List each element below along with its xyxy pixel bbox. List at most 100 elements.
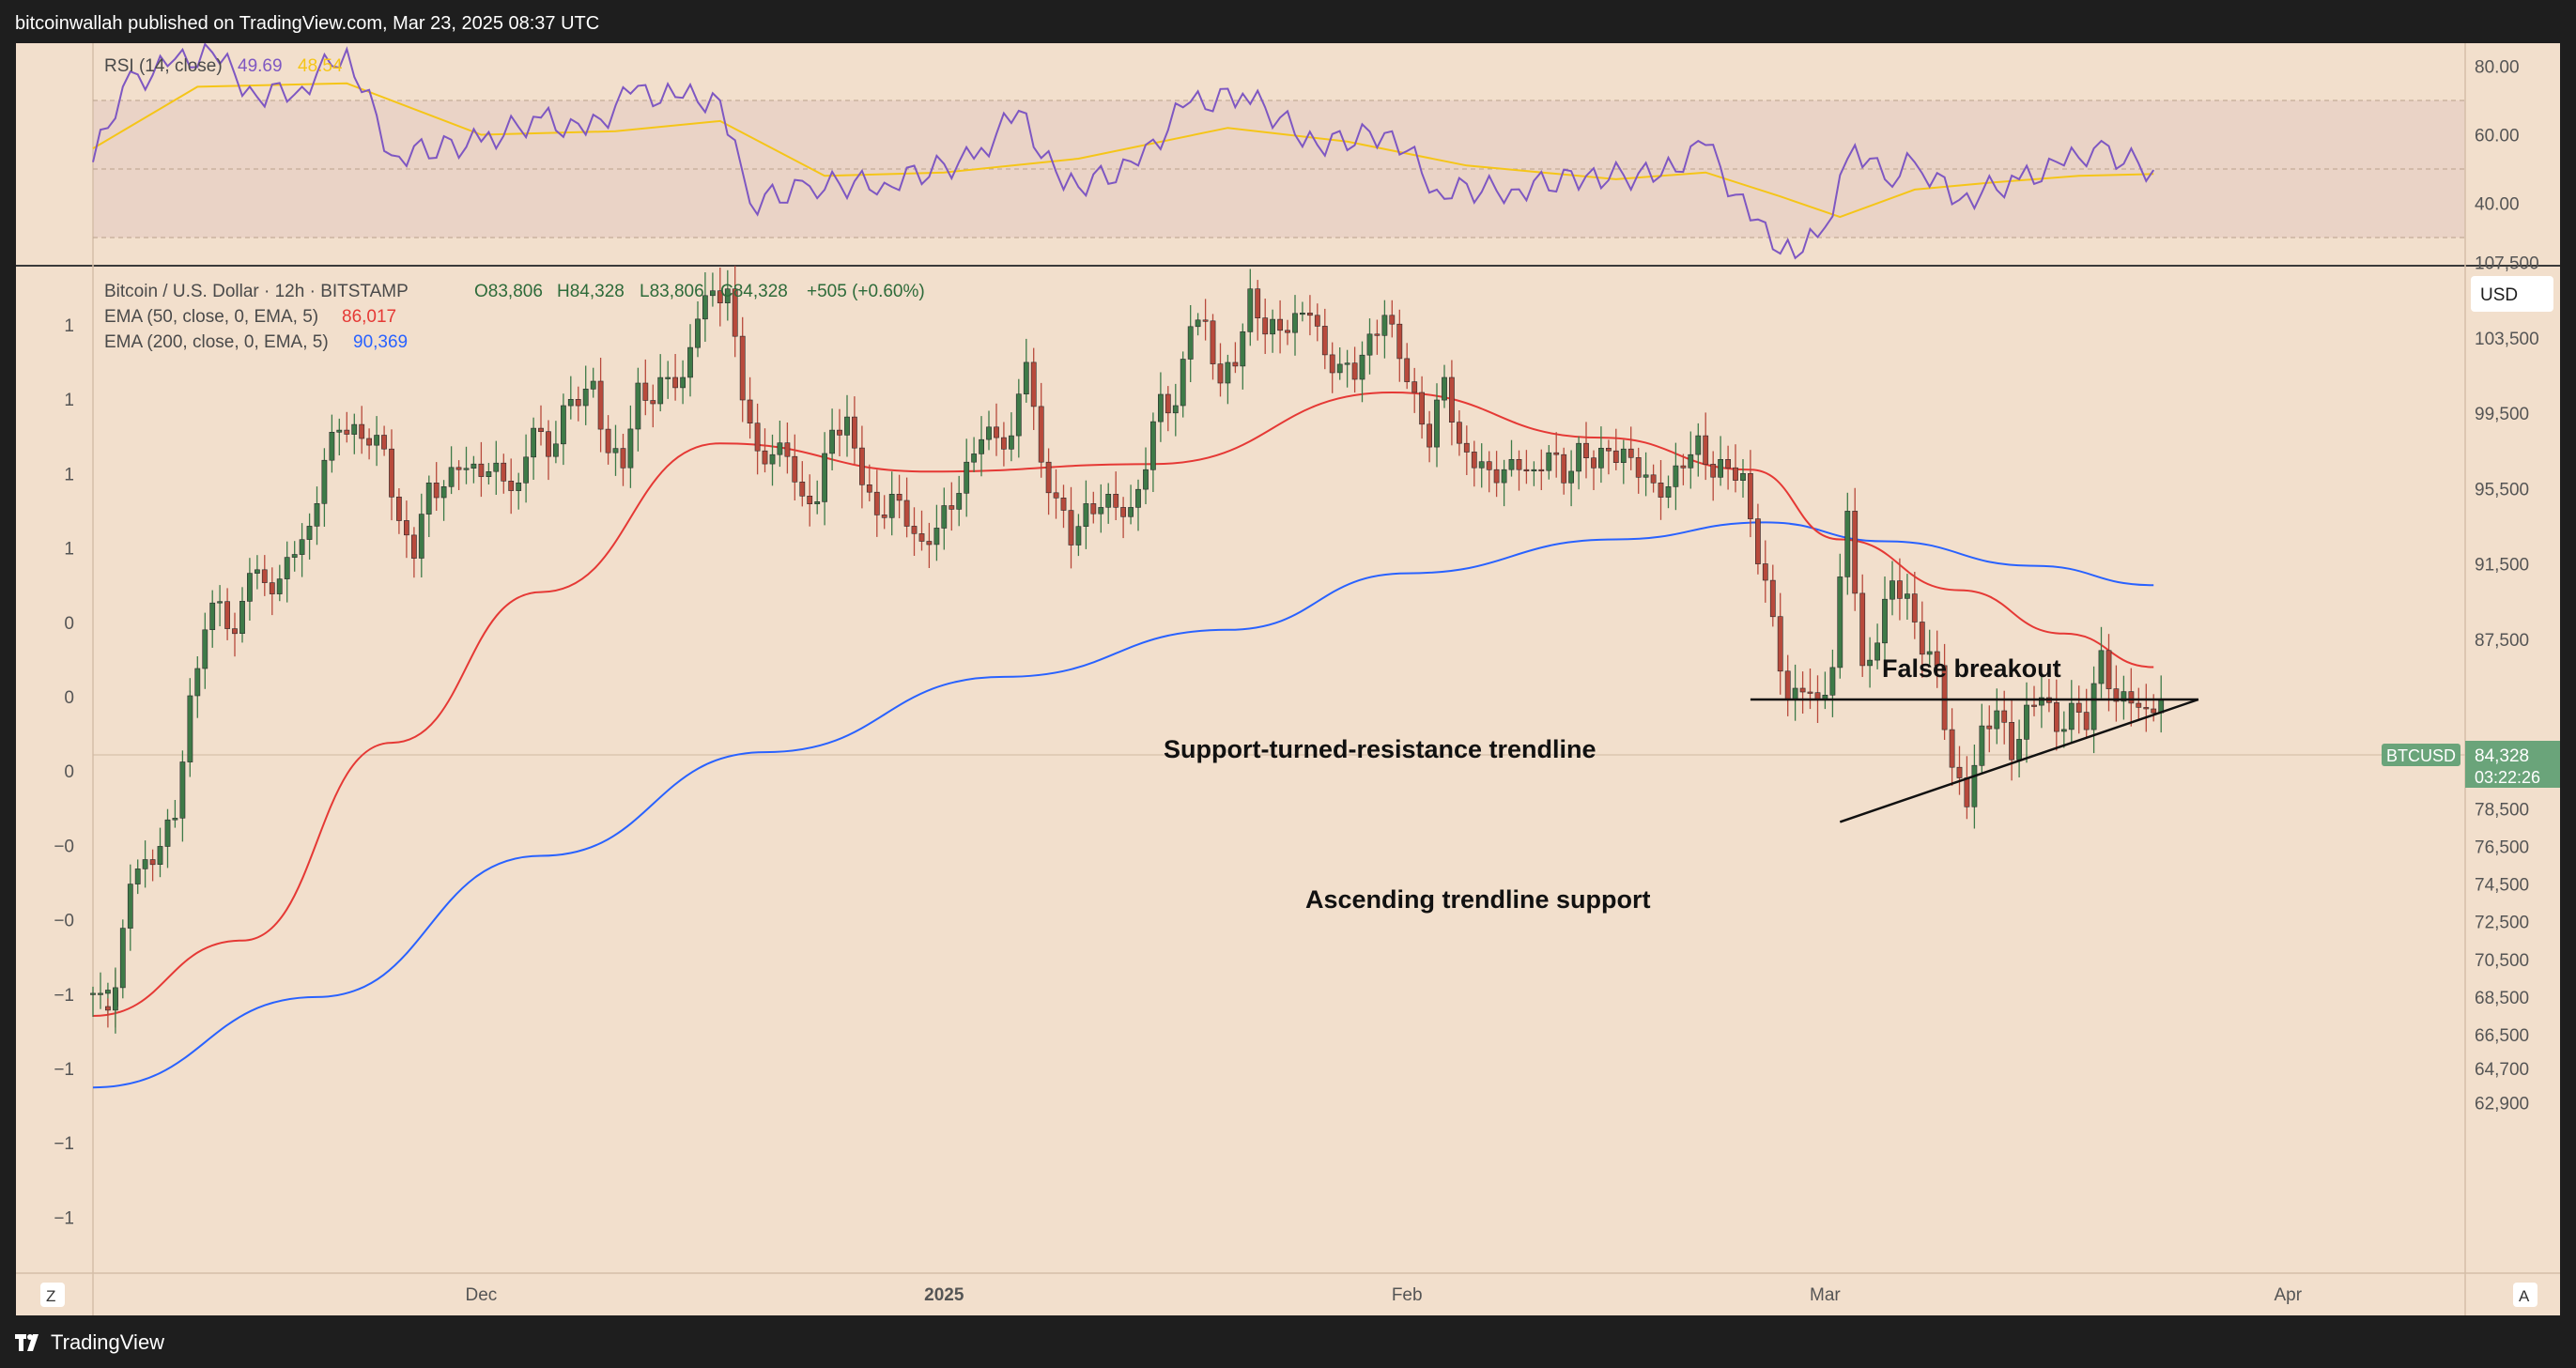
candle-body — [164, 819, 171, 847]
a-button-label[interactable]: A — [2519, 1287, 2530, 1305]
candle-body — [261, 569, 268, 583]
candle-body — [1583, 442, 1589, 459]
left-axis-tick: −0 — [54, 912, 74, 931]
currency-button-label[interactable]: USD — [2480, 285, 2518, 305]
candle-body — [1366, 333, 1373, 356]
rsi-axis-tick: 60.00 — [2475, 127, 2520, 146]
price-axis-tick: 62,900 — [2475, 1094, 2529, 1114]
candle-body — [941, 505, 948, 529]
candle-body — [1471, 452, 1477, 469]
candle-body — [1478, 461, 1485, 469]
candle-body — [1755, 518, 1761, 564]
candle-body — [344, 429, 350, 435]
currency-button-bg[interactable] — [2471, 276, 2553, 312]
candle-body — [911, 526, 918, 534]
left-axis-tick: −1 — [54, 1060, 74, 1080]
candle-body — [672, 377, 678, 389]
candle-body — [1374, 333, 1381, 336]
price-axis-tick: 76,500 — [2475, 838, 2529, 857]
candle-body — [1867, 659, 1873, 667]
candle-body — [1591, 457, 1597, 469]
candle-body — [567, 398, 574, 407]
candle-body — [762, 450, 768, 465]
candle-body — [994, 426, 999, 438]
candle-body — [695, 318, 701, 348]
candle-body — [113, 987, 118, 1011]
candle-body — [814, 500, 821, 504]
candle-body — [1442, 377, 1447, 401]
legend-ema200-label: EMA (200, close, 0, EMA, 5) — [104, 332, 329, 352]
candle-body — [687, 346, 693, 378]
candle-body — [837, 429, 842, 436]
legend-high: H84,328 — [557, 282, 625, 301]
price-axis-tick: 99,500 — [2475, 405, 2529, 424]
candle-body — [1658, 482, 1664, 498]
candle-body — [1098, 507, 1104, 515]
currency-button[interactable]: USD — [2471, 276, 2553, 312]
candle-body — [1516, 458, 1522, 470]
candle-body — [1769, 579, 1776, 618]
candle-body — [1135, 488, 1141, 508]
time-axis-tick: Dec — [466, 1285, 498, 1305]
candle-body — [1270, 318, 1275, 335]
candle-body — [1075, 526, 1082, 546]
candle-body — [284, 557, 290, 579]
candle-body — [1120, 507, 1126, 517]
candle-body — [792, 455, 798, 483]
candle-body — [1202, 319, 1209, 322]
candle-body — [1128, 507, 1134, 517]
candle-body — [1143, 469, 1149, 490]
chart-canvas[interactable]: 107,500 103,500 99,500 95,500 91,500 87,500 80… — [16, 42, 2560, 1315]
candle-body — [1493, 469, 1500, 484]
candle-body — [844, 416, 850, 436]
candle-body — [418, 514, 424, 559]
last-price-value: 84,328 — [2475, 746, 2529, 766]
rsi-value: 49.69 — [238, 56, 283, 76]
candle-body — [98, 992, 103, 995]
candle-body — [799, 481, 806, 497]
chart-frame[interactable]: 107,500 103,500 99,500 95,500 91,500 87,500 80… — [16, 42, 2560, 1315]
candle-body — [1740, 472, 1746, 481]
candle-body — [329, 431, 335, 461]
candle-body — [1725, 458, 1731, 469]
candle-body — [829, 429, 835, 454]
legend-open: O83,806 — [474, 282, 543, 301]
candle-body — [508, 480, 515, 491]
annotation-false-breakout: False breakout — [1882, 654, 2061, 683]
time-axis-tick: Feb — [1392, 1285, 1423, 1305]
candle-body — [1986, 725, 1993, 730]
candle-body — [1232, 361, 1239, 367]
candle-body — [739, 335, 746, 401]
left-axis-tick: 0 — [64, 614, 74, 634]
candle-body — [1404, 358, 1411, 382]
candle-body — [1650, 474, 1657, 484]
rsi-ma-value: 48.54 — [298, 56, 343, 76]
candle-body — [1255, 288, 1261, 319]
candle-body — [1180, 359, 1186, 407]
candle-body — [1971, 764, 1978, 807]
candle-body — [448, 467, 455, 487]
candle-body — [926, 541, 933, 546]
price-axis-tick: 70,500 — [2475, 951, 2529, 971]
candle-body — [1748, 472, 1753, 519]
legend-ema50-value: 86,017 — [342, 307, 396, 327]
candles-layer — [90, 266, 2165, 1034]
candle-body — [582, 388, 589, 407]
candle-body — [1807, 691, 1813, 694]
z-button-bg[interactable] — [40, 1283, 65, 1307]
candle-body — [119, 928, 126, 989]
tradingview-logo[interactable]: TradingView — [15, 1330, 164, 1355]
candle-body — [1247, 288, 1254, 332]
candle-body — [463, 468, 470, 470]
log-scale-button[interactable]: Z — [40, 1283, 65, 1307]
a-button-bg[interactable] — [2513, 1283, 2537, 1307]
candle-body — [866, 484, 872, 493]
footer-bar: TradingView — [0, 1315, 2576, 1368]
candle-body — [1688, 453, 1694, 469]
trendline[interactable] — [1839, 698, 2199, 823]
candle-body — [1837, 576, 1843, 669]
z-button-label[interactable]: Z — [46, 1287, 55, 1305]
auto-scale-button[interactable]: A — [2513, 1283, 2537, 1307]
candle-body — [1718, 458, 1723, 478]
time-axis-tick: 2025 — [924, 1285, 964, 1305]
